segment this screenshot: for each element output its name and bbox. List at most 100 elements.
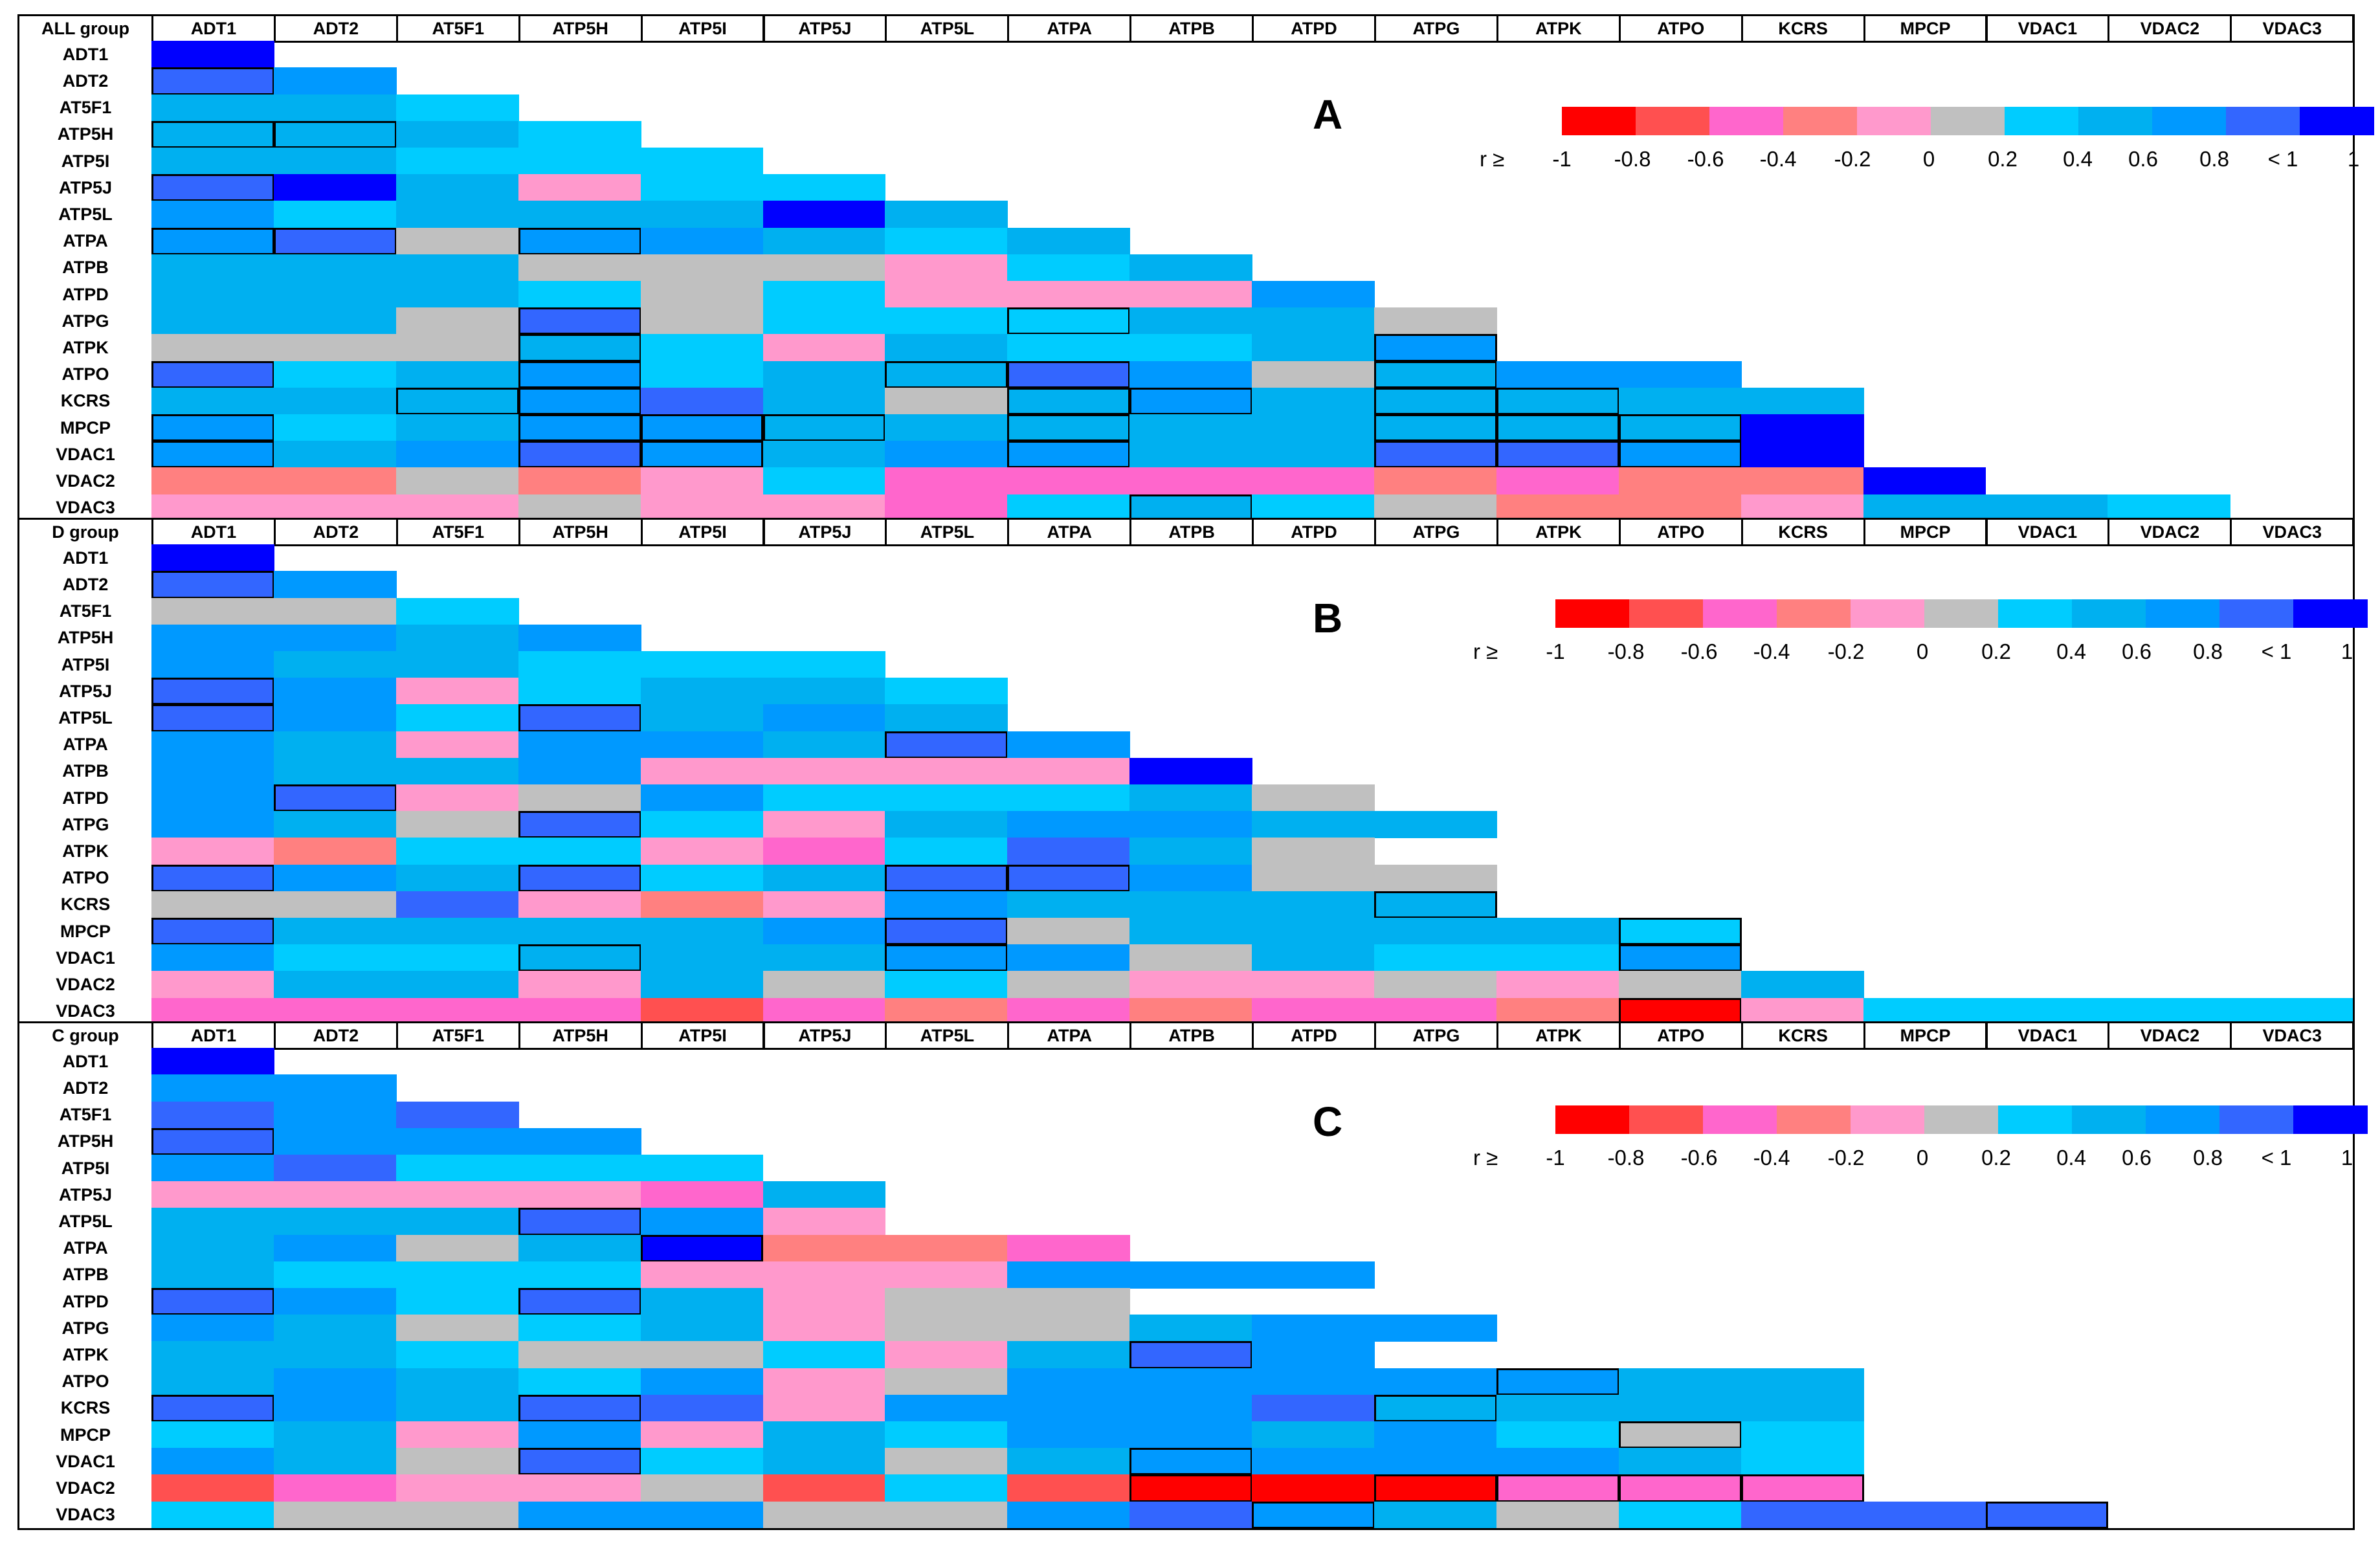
heatmap-cell xyxy=(1496,918,1619,946)
heatmap-cell xyxy=(1129,1448,1253,1476)
heatmap-cell xyxy=(395,1234,519,1262)
heatmap-cell xyxy=(1007,1341,1131,1369)
row-header-ATPG: ATPG xyxy=(17,307,153,335)
heatmap-cell xyxy=(1007,441,1131,469)
heatmap-cell xyxy=(151,918,274,946)
legend-tick-label: 0 xyxy=(1916,1146,1929,1170)
heatmap-cell xyxy=(151,597,274,625)
heatmap-cell xyxy=(1618,441,1742,469)
heatmap-cell xyxy=(1252,1261,1375,1289)
heatmap-cell xyxy=(885,227,1008,255)
heatmap-cell xyxy=(518,1368,641,1395)
heatmap-cell xyxy=(518,838,641,865)
heatmap-cell xyxy=(1374,387,1497,415)
heatmap-cell xyxy=(762,387,886,415)
heatmap-panel-B: D group ADT1 ADT2 AT5F1 ATP5H ATP5I ATP5J ATP5L… xyxy=(0,518,2380,1027)
heatmap-cell xyxy=(395,624,519,652)
heatmap-cell xyxy=(885,414,1008,442)
heatmap-cell xyxy=(518,864,641,892)
heatmap-cell xyxy=(518,891,641,918)
heatmap-cell xyxy=(640,784,764,812)
heatmap-cell xyxy=(518,1474,641,1502)
column-header-ATPD: ATPD xyxy=(1252,14,1376,43)
heatmap-cell xyxy=(273,891,397,918)
legend-swatch xyxy=(2072,1105,2146,1134)
heatmap-cell xyxy=(1863,997,1986,1025)
column-header-ATPK: ATPK xyxy=(1496,1021,1621,1050)
legend-swatch xyxy=(1629,599,1704,628)
legend-tick-label: 0.8 xyxy=(2199,147,2229,171)
heatmap-cell xyxy=(1252,811,1375,839)
heatmap-cell xyxy=(273,174,397,202)
heatmap-cell xyxy=(395,387,519,415)
heatmap-cell xyxy=(518,334,641,362)
heatmap-cell xyxy=(640,1315,764,1342)
heatmap-cell xyxy=(395,1208,519,1236)
heatmap-cell xyxy=(273,94,397,122)
heatmap-cell xyxy=(151,1127,274,1155)
heatmap-cell xyxy=(395,864,519,892)
legend-swatch xyxy=(1555,599,1630,628)
legend-tick-label: 0 xyxy=(1922,147,1935,171)
heatmap-cell xyxy=(640,838,764,865)
heatmap-cell xyxy=(1007,997,1131,1025)
row-header-ATPK: ATPK xyxy=(17,1341,153,1369)
legend-tick-label: < 1 xyxy=(2261,1146,2292,1170)
heatmap-cell xyxy=(395,414,519,442)
heatmap-cell xyxy=(151,997,274,1025)
legend-tick-label: 0.4 xyxy=(2063,147,2093,171)
heatmap-cell xyxy=(1007,731,1131,759)
heatmap-cell xyxy=(640,254,764,282)
heatmap-cell xyxy=(151,1181,274,1209)
heatmap-cell xyxy=(518,387,641,415)
heatmap-cell xyxy=(1129,1501,1253,1529)
heatmap-cell xyxy=(1129,334,1253,362)
heatmap-cell xyxy=(640,1368,764,1395)
heatmap-cell xyxy=(640,201,764,228)
heatmap-cell xyxy=(1252,1421,1375,1449)
heatmap-cell xyxy=(640,1155,764,1182)
heatmap-cell xyxy=(1374,864,1497,892)
heatmap-cell xyxy=(640,1234,764,1262)
heatmap-cell xyxy=(762,1181,886,1209)
heatmap-cell xyxy=(395,441,519,469)
heatmap-cell xyxy=(151,201,274,228)
legend-swatch xyxy=(1931,107,2005,135)
heatmap-cell xyxy=(1863,1501,1986,1529)
heatmap-cell xyxy=(151,544,274,572)
heatmap-cell xyxy=(762,704,886,732)
heatmap-cell xyxy=(1741,1421,1864,1449)
heatmap-cell xyxy=(151,41,274,69)
heatmap-cell xyxy=(1129,1474,1253,1502)
heatmap-cell xyxy=(1374,361,1497,388)
heatmap-cell xyxy=(151,1474,274,1502)
heatmap-cell xyxy=(273,361,397,388)
heatmap-cell xyxy=(518,1261,641,1289)
legend-swatch xyxy=(1709,107,1784,135)
heatmap-cell xyxy=(1129,1315,1253,1342)
heatmap-cell xyxy=(1252,281,1375,309)
heatmap-cell xyxy=(1496,997,1619,1025)
heatmap-cell xyxy=(273,1394,397,1422)
column-header-ATPA: ATPA xyxy=(1007,14,1132,43)
legend-tick-label: -0.8 xyxy=(1607,639,1645,663)
column-header-ATPB: ATPB xyxy=(1129,1021,1254,1050)
column-header-ATP5H: ATP5H xyxy=(518,518,643,547)
row-header-ATPO: ATPO xyxy=(17,864,153,892)
row-header-ATPD: ATPD xyxy=(17,784,153,812)
heatmap-cell xyxy=(1374,307,1497,335)
heatmap-cell xyxy=(151,227,274,255)
heatmap-cell xyxy=(885,254,1008,282)
column-header-ATPG: ATPG xyxy=(1374,14,1498,43)
column-header-MPCP: MPCP xyxy=(1863,518,1988,547)
heatmap-cell xyxy=(1129,361,1253,388)
heatmap-cell xyxy=(518,1341,641,1369)
heatmap-panel-A: ALL group ADT1 ADT2 AT5F1 ATP5H ATP5I ATP5J ATP… xyxy=(0,14,2380,523)
heatmap-cell xyxy=(1741,494,1864,522)
heatmap-cell xyxy=(762,1368,886,1395)
heatmap-cell xyxy=(273,731,397,759)
legend-swatch xyxy=(2146,599,2220,628)
heatmap-cell xyxy=(762,731,886,759)
column-header-ATPK: ATPK xyxy=(1496,14,1621,43)
heatmap-cell xyxy=(762,811,886,839)
